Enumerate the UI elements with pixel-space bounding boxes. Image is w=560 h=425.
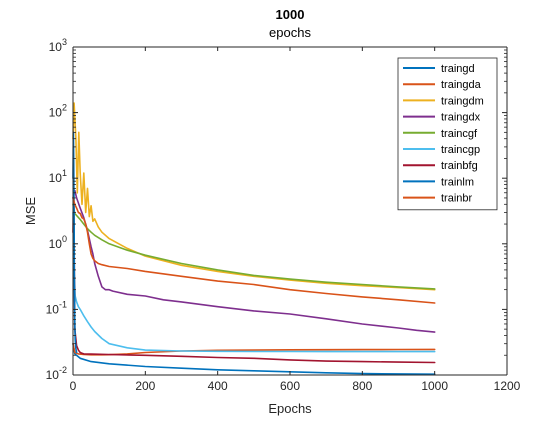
series-line-trainbr — [72, 197, 436, 304]
x-ticks-layer: 0 200 400 600 800 1000 1200 — [70, 47, 521, 393]
y-tick-label: 101 — [49, 168, 67, 185]
y-ticks-layer: 10-2 10-1 100 101 102 103 — [46, 37, 507, 382]
x-tick-label: 1200 — [494, 379, 521, 393]
legend-label-trainbfg: trainbfg — [441, 160, 478, 172]
legend-label-trainlm: trainlm — [441, 176, 474, 188]
series-line-traingda — [72, 342, 436, 356]
y-tick-label: 100 — [49, 234, 67, 251]
y-tick-label: 10-2 — [46, 365, 67, 382]
chart-title: 1000 — [276, 7, 305, 22]
legend-label-traingdx: traingdx — [441, 112, 481, 124]
series-line-traincgp — [72, 211, 436, 353]
legend-label-trainbr: trainbr — [441, 193, 473, 205]
y-tick-label: 103 — [49, 37, 67, 54]
series-line-traingd — [72, 342, 436, 376]
x-tick-label: 400 — [208, 379, 228, 393]
series-line-trainbfg — [72, 192, 436, 364]
series-line-traingdm — [72, 102, 436, 291]
series-line-traincgf — [72, 203, 436, 290]
x-tick-label: 200 — [135, 379, 155, 393]
y-tick-label: 10-1 — [46, 299, 67, 316]
legend-label-traincgp: traincgp — [441, 144, 480, 156]
legend: traingd traingda traingdm traingdx traincgf t… — [397, 57, 498, 211]
x-tick-label: 0 — [70, 379, 77, 393]
x-tick-label: 1000 — [421, 379, 448, 393]
legend-label-traingdm: traingdm — [441, 95, 484, 107]
legend-label-traincgf: traincgf — [441, 128, 478, 140]
x-tick-label: 600 — [280, 379, 300, 393]
y-tick-label: 102 — [49, 103, 67, 120]
y-axis-label: MSE — [23, 197, 38, 226]
legend-label-traingda: traingda — [441, 79, 482, 91]
x-axis-label: Epochs — [268, 401, 312, 416]
chart-subtitle: epochs — [269, 25, 311, 40]
legend-label-traingd: traingd — [441, 63, 475, 75]
x-tick-label: 800 — [352, 379, 372, 393]
